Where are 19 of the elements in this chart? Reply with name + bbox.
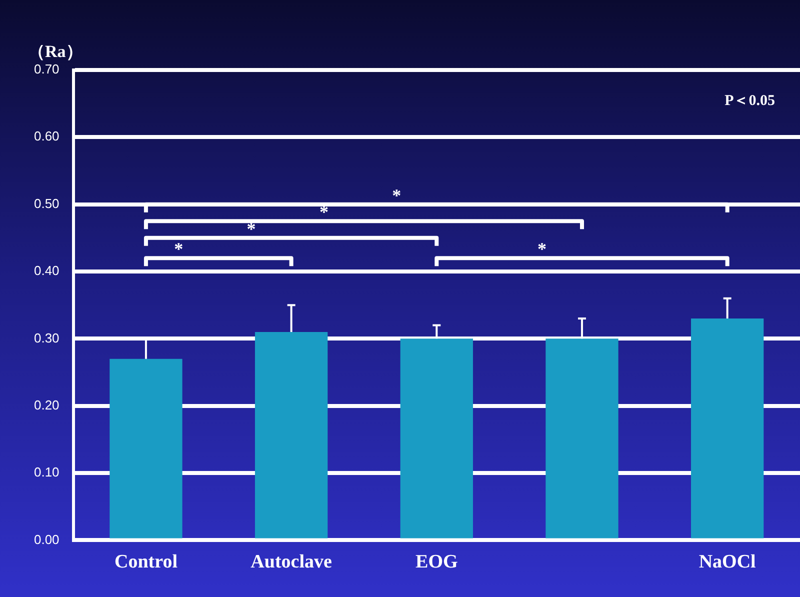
y-tick-label: 0.10 <box>34 464 60 480</box>
y-tick-label: 0.40 <box>34 263 60 278</box>
y-tick-label: 0.60 <box>34 128 60 144</box>
annotation: * <box>319 202 328 222</box>
y-tick-label: 0.50 <box>34 196 60 211</box>
y-axis-title: （Ra） <box>28 41 83 63</box>
annotation: * <box>246 218 256 239</box>
annotation: * <box>392 185 402 206</box>
annotation: P＜0.05 <box>724 93 775 109</box>
annotation: * <box>537 239 546 260</box>
y-tick-label: 0.20 <box>34 397 60 412</box>
x-tick-label: Autoclave <box>250 552 332 573</box>
y-tick-label: 0.30 <box>34 330 60 346</box>
x-tick-label: Control <box>114 552 178 573</box>
x-tick-label: EOG <box>416 552 458 573</box>
annotation: * <box>174 239 184 260</box>
y-tick-label: 0.70 <box>34 62 60 77</box>
y-tick-label: 0.00 <box>34 532 60 547</box>
x-tick-label: NaOCl <box>698 552 756 573</box>
